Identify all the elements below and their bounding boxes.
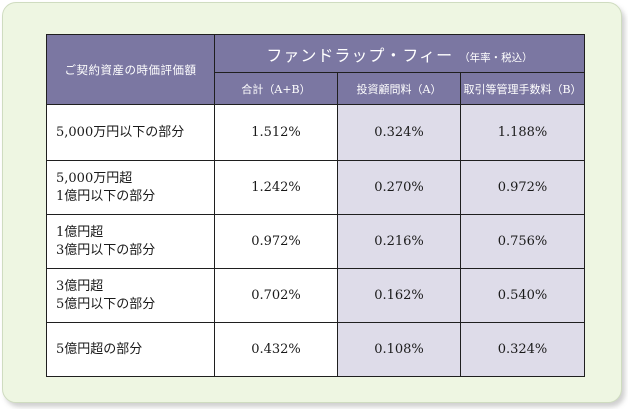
fee-title: ファンドラップ・フィー bbox=[266, 45, 454, 65]
total-cell: 1.242% bbox=[214, 160, 338, 215]
advisory-cell: 0.108% bbox=[337, 322, 461, 377]
row-label: 5億円超の部分 bbox=[46, 322, 215, 377]
total-cell: 0.972% bbox=[214, 214, 338, 269]
table-row: 5,000万円以下の部分 1.512% 0.324% 1.188% bbox=[46, 104, 585, 161]
row-label-line: 3億円以下の部分 bbox=[56, 242, 156, 258]
row-label: 3億円超 5億円以下の部分 bbox=[46, 268, 215, 323]
table-row: 5,000万円超 1億円以下の部分 1.242% 0.270% 0.972% bbox=[46, 160, 585, 215]
row-label: 5,000万円以下の部分 bbox=[46, 104, 215, 161]
header-management-fee: 取引等管理手数料（B） bbox=[460, 72, 585, 105]
table-row: 1億円超 3億円以下の部分 0.972% 0.216% 0.756% bbox=[46, 214, 585, 269]
row-label-line: 1億円以下の部分 bbox=[56, 188, 156, 204]
advisory-cell: 0.162% bbox=[337, 268, 461, 323]
management-cell: 0.540% bbox=[460, 268, 585, 323]
fee-panel: ご契約資産の時価評価額 ファンドラップ・フィー （年率・税込） 合計（A+B） 投… bbox=[2, 2, 622, 403]
row-label-line: 5,000万円以下の部分 bbox=[56, 124, 185, 140]
row-label: 5,000万円超 1億円以下の部分 bbox=[46, 160, 215, 215]
advisory-cell: 0.216% bbox=[337, 214, 461, 269]
fee-table-body: 5,000万円以下の部分 1.512% 0.324% 1.188% 5,000万… bbox=[46, 104, 585, 377]
table-row: 3億円超 5億円以下の部分 0.702% 0.162% 0.540% bbox=[46, 268, 585, 323]
header-advisory-fee: 投資顧問料（A） bbox=[337, 72, 461, 105]
total-cell: 0.432% bbox=[214, 322, 338, 377]
fund-wrap-fee-table: ご契約資産の時価評価額 ファンドラップ・フィー （年率・税込） 合計（A+B） 投… bbox=[46, 34, 585, 377]
row-label-line: 5億円超の部分 bbox=[56, 341, 143, 357]
management-cell: 0.972% bbox=[460, 160, 585, 215]
total-cell: 0.702% bbox=[214, 268, 338, 323]
row-label: 1億円超 3億円以下の部分 bbox=[46, 214, 215, 269]
fee-note: （年率・税込） bbox=[459, 51, 533, 64]
row-label-line: 5億円以下の部分 bbox=[56, 296, 156, 312]
row-label-line: 1億円超 bbox=[56, 224, 104, 240]
row-label-line: 5,000万円超 bbox=[56, 170, 133, 186]
header-total: 合計（A+B） bbox=[214, 72, 338, 105]
table-row: 5億円超の部分 0.432% 0.108% 0.324% bbox=[46, 322, 585, 377]
header-asset-valuation: ご契約資産の時価評価額 bbox=[46, 34, 215, 105]
management-cell: 0.324% bbox=[460, 322, 585, 377]
advisory-cell: 0.270% bbox=[337, 160, 461, 215]
advisory-cell: 0.324% bbox=[337, 104, 461, 161]
management-cell: 0.756% bbox=[460, 214, 585, 269]
row-label-line: 3億円超 bbox=[56, 278, 104, 294]
total-cell: 1.512% bbox=[214, 104, 338, 161]
management-cell: 1.188% bbox=[460, 104, 585, 161]
header-fund-wrap-fee: ファンドラップ・フィー （年率・税込） bbox=[214, 34, 585, 73]
